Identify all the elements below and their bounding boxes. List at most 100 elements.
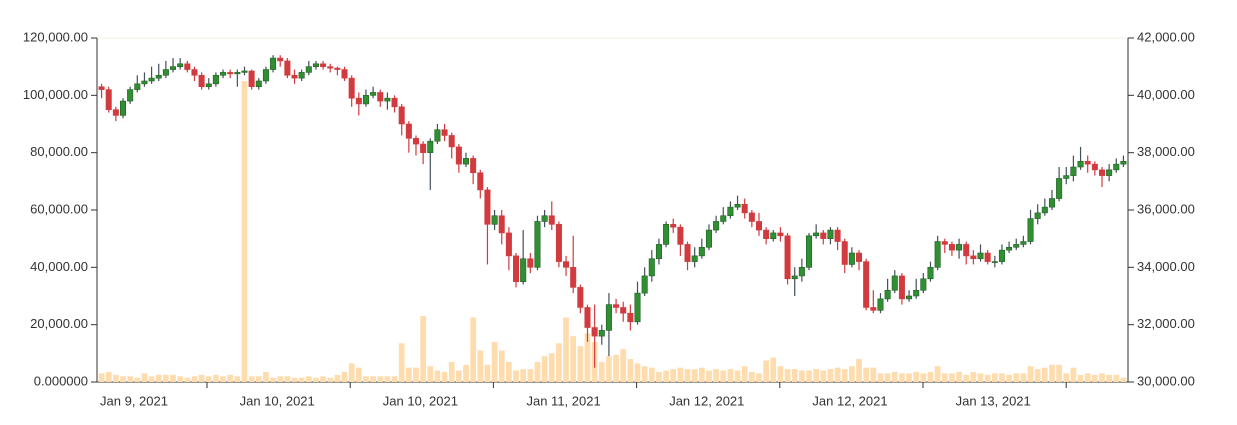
volume-bar (398, 343, 405, 382)
candle-body (312, 63, 319, 67)
volume-bar (813, 369, 820, 382)
candle-body (770, 232, 777, 239)
candle-body (605, 304, 612, 331)
volume-bar (663, 370, 669, 382)
volume-bar (927, 371, 934, 382)
volume-bar (377, 376, 384, 382)
volume-bar (606, 356, 612, 382)
volume-bar (184, 377, 191, 382)
volume-bar (498, 350, 505, 382)
volume-bar (141, 373, 148, 382)
volume-bar (556, 343, 562, 382)
volume-bar (1027, 366, 1034, 382)
volume-bar (806, 370, 812, 382)
volume-bar (584, 333, 591, 382)
candle-body (827, 229, 834, 239)
candle-body (520, 258, 527, 282)
volume-bar (820, 370, 827, 382)
x-tick-label: Jan 13, 2021 (956, 393, 1031, 408)
volume-bar (470, 317, 477, 382)
candle-body (591, 327, 598, 337)
volume-bar (320, 376, 326, 382)
candle-body (112, 109, 119, 116)
volume-bar (1120, 377, 1127, 382)
candle-body (663, 224, 670, 245)
candle-body (898, 275, 905, 300)
volume-bar (527, 369, 534, 382)
y-tick-label: 0.000000 (34, 373, 88, 388)
volume-bar (105, 371, 112, 382)
volume-bar (291, 377, 298, 382)
x-tick-label: Jan 10, 2021 (383, 393, 458, 408)
candle-body (1106, 169, 1113, 176)
candle-body (848, 252, 855, 265)
candle-body (698, 246, 705, 257)
volume-bar (598, 361, 605, 382)
candle-body (377, 92, 384, 102)
volume-bar (391, 376, 398, 382)
volume-bar (284, 376, 291, 382)
candle-body (677, 226, 684, 245)
candle-body (906, 295, 913, 300)
candle-body (927, 267, 934, 280)
candle-body (727, 206, 734, 217)
candle-body (277, 57, 284, 62)
candle-body (763, 229, 770, 239)
candle-body (355, 97, 362, 105)
volume-bar (484, 364, 491, 382)
volume-bar (1099, 373, 1105, 382)
candle-body (998, 249, 1005, 262)
candle-body (870, 307, 877, 311)
volume-bar (870, 367, 877, 382)
volume-bar (134, 377, 141, 382)
volume-bar (348, 363, 355, 382)
candle-body (791, 275, 798, 280)
y2-tick-label: 38,000.00 (1137, 144, 1195, 159)
candle-body (362, 95, 369, 105)
candle-body (577, 287, 584, 308)
x-tick-label: Jan 12, 2021 (812, 393, 887, 408)
volume-bar (170, 374, 176, 382)
volume-bar (427, 366, 434, 382)
candle-body (1013, 244, 1020, 248)
candle-body (563, 261, 570, 268)
candle-body (234, 72, 241, 75)
volume-bar (1106, 374, 1112, 382)
candle-body (470, 158, 477, 174)
volume-bar (884, 373, 891, 382)
candle-body (1091, 163, 1098, 171)
volume-bar (977, 373, 984, 382)
candle-body (341, 69, 348, 79)
candle-body (184, 63, 191, 70)
candle-body (305, 66, 312, 73)
candle-body (755, 221, 763, 231)
volume-bar (477, 350, 484, 382)
volume-bar (163, 374, 169, 382)
volume-bar (405, 367, 412, 382)
candle-body (1120, 160, 1127, 165)
volume-bar (727, 369, 734, 382)
volume-bar (698, 367, 705, 382)
volume-bar (155, 374, 162, 382)
candle-body (320, 63, 327, 67)
volume-bar (677, 367, 684, 382)
candle-body (170, 66, 177, 70)
volume-bar (984, 374, 991, 382)
candle-body (298, 72, 305, 79)
volume-bar (827, 369, 834, 382)
volume-bar (270, 377, 276, 382)
x-tick-label: Jan 10, 2021 (240, 393, 315, 408)
candle-body (534, 221, 541, 268)
candle-body (412, 138, 420, 145)
volume-bar (570, 336, 577, 382)
candle-body (655, 244, 662, 260)
candle-body (427, 140, 434, 153)
candle-body (270, 57, 277, 70)
candle-body (834, 229, 841, 242)
candle-body (155, 74, 162, 79)
volume-bar (120, 376, 126, 382)
volume-bar (148, 376, 155, 382)
candle-body (391, 97, 398, 108)
volume-bar (98, 373, 105, 382)
candle-body (1041, 206, 1048, 214)
